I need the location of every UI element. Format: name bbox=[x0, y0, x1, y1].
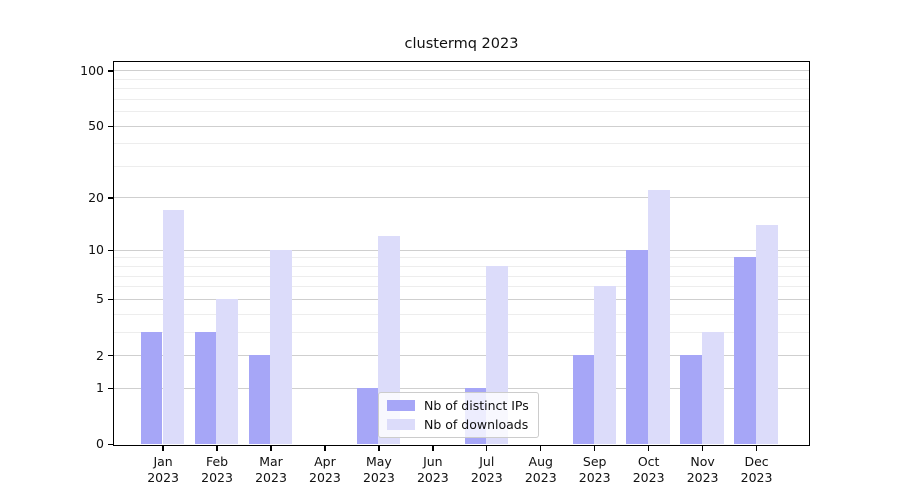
y-tick bbox=[108, 443, 113, 446]
x-tick bbox=[647, 446, 650, 451]
x-tick bbox=[216, 446, 218, 451]
gridline-minor bbox=[114, 286, 809, 288]
gridline-minor bbox=[114, 275, 809, 277]
x-tick-label: Aug 2023 bbox=[524, 454, 557, 485]
bar-nb-of-downloads-sep-2023 bbox=[594, 286, 616, 444]
bar-nb-of-distinct-ips-dec-2023 bbox=[734, 257, 756, 444]
y-tick bbox=[108, 125, 113, 127]
bar-nb-of-distinct-ips-feb-2023 bbox=[194, 331, 217, 444]
bar-nb-of-distinct-ips-mar-2023 bbox=[248, 354, 271, 444]
gridline-major bbox=[114, 70, 809, 72]
x-tick-label: Mar 2023 bbox=[255, 454, 287, 485]
y-tick-label: 20 bbox=[88, 190, 104, 206]
y-tick bbox=[108, 249, 113, 252]
bar-nb-of-downloads-dec-2023 bbox=[755, 224, 778, 444]
legend-swatch-downloads-icon bbox=[387, 419, 415, 430]
x-tick-label: Jun 2023 bbox=[416, 454, 449, 485]
y-tick-label: 50 bbox=[88, 118, 104, 134]
x-tick bbox=[378, 446, 380, 451]
x-tick bbox=[486, 446, 488, 451]
bar-nb-of-distinct-ips-nov-2023 bbox=[680, 354, 702, 444]
x-tick-label: Dec 2023 bbox=[740, 454, 773, 485]
gridline-major bbox=[114, 387, 809, 389]
x-tick-label: Feb 2023 bbox=[201, 454, 233, 485]
legend: Nb of distinct IPs Nb of downloads bbox=[378, 392, 539, 438]
x-tick-label: Nov 2023 bbox=[686, 454, 719, 485]
bar-nb-of-distinct-ips-jan-2023 bbox=[140, 331, 163, 444]
gridline-major bbox=[114, 298, 809, 300]
x-tick bbox=[270, 446, 272, 451]
gridline-minor bbox=[114, 266, 809, 267]
y-tick bbox=[108, 354, 113, 357]
gridline-minor bbox=[114, 257, 809, 259]
legend-label-distinct-ips: Nb of distinct IPs bbox=[424, 398, 529, 413]
y-tick-label: 1 bbox=[96, 380, 104, 396]
gridline-minor bbox=[114, 78, 809, 80]
bar-nb-of-downloads-mar-2023 bbox=[270, 249, 292, 444]
gridline-minor bbox=[114, 88, 809, 90]
gridline-minor bbox=[114, 111, 809, 113]
x-tick-label: Jul 2023 bbox=[470, 454, 503, 485]
bar-nb-of-downloads-may-2023 bbox=[378, 236, 400, 444]
bar-nb-of-distinct-ips-may-2023 bbox=[356, 387, 379, 444]
x-tick bbox=[540, 446, 542, 451]
gridline-major bbox=[114, 354, 809, 356]
y-tick-label: 10 bbox=[88, 242, 104, 258]
y-tick-label: 5 bbox=[96, 291, 104, 307]
legend-label-downloads: Nb of downloads bbox=[424, 417, 529, 432]
x-tick-label: Jan 2023 bbox=[147, 454, 179, 485]
y-tick bbox=[108, 70, 113, 72]
bar-nb-of-downloads-oct-2023 bbox=[648, 190, 670, 444]
x-tick-label: Apr 2023 bbox=[309, 454, 341, 485]
plot-area bbox=[113, 61, 810, 446]
bar-nb-of-downloads-jan-2023 bbox=[162, 209, 185, 444]
gridline-minor bbox=[114, 313, 809, 315]
y-tick bbox=[108, 387, 113, 389]
legend-item-distinct-ips: Nb of distinct IPs bbox=[387, 398, 529, 413]
legend-swatch-distinct-ips-icon bbox=[387, 400, 415, 411]
gridline-minor bbox=[114, 98, 809, 100]
gridline-major bbox=[114, 249, 809, 251]
legend-item-downloads: Nb of downloads bbox=[387, 417, 529, 432]
y-tick-label: 2 bbox=[96, 347, 104, 363]
x-tick bbox=[432, 446, 434, 451]
gridline-minor bbox=[114, 331, 809, 333]
bar-nb-of-distinct-ips-sep-2023 bbox=[572, 354, 595, 444]
bar-nb-of-distinct-ips-oct-2023 bbox=[626, 249, 649, 444]
gridline-minor bbox=[114, 143, 809, 145]
bar-nb-of-downloads-feb-2023 bbox=[216, 298, 239, 444]
gridline-major bbox=[114, 125, 809, 127]
bar-nb-of-downloads-nov-2023 bbox=[702, 331, 724, 444]
y-tick bbox=[108, 197, 113, 199]
x-tick bbox=[324, 446, 326, 451]
y-tick bbox=[108, 298, 113, 301]
x-tick bbox=[755, 446, 758, 451]
x-tick-label: Sep 2023 bbox=[578, 454, 611, 485]
x-tick-label: Oct 2023 bbox=[632, 454, 665, 485]
y-tick-label: 0 bbox=[96, 436, 104, 452]
x-tick bbox=[594, 446, 596, 451]
x-tick bbox=[701, 446, 704, 451]
y-tick-label: 100 bbox=[80, 62, 104, 78]
x-tick bbox=[162, 446, 164, 451]
chart-title: clustermq 2023 bbox=[404, 36, 519, 52]
gridline-minor bbox=[114, 165, 809, 167]
x-tick-label: May 2023 bbox=[362, 454, 395, 485]
gridline-major bbox=[114, 197, 809, 199]
